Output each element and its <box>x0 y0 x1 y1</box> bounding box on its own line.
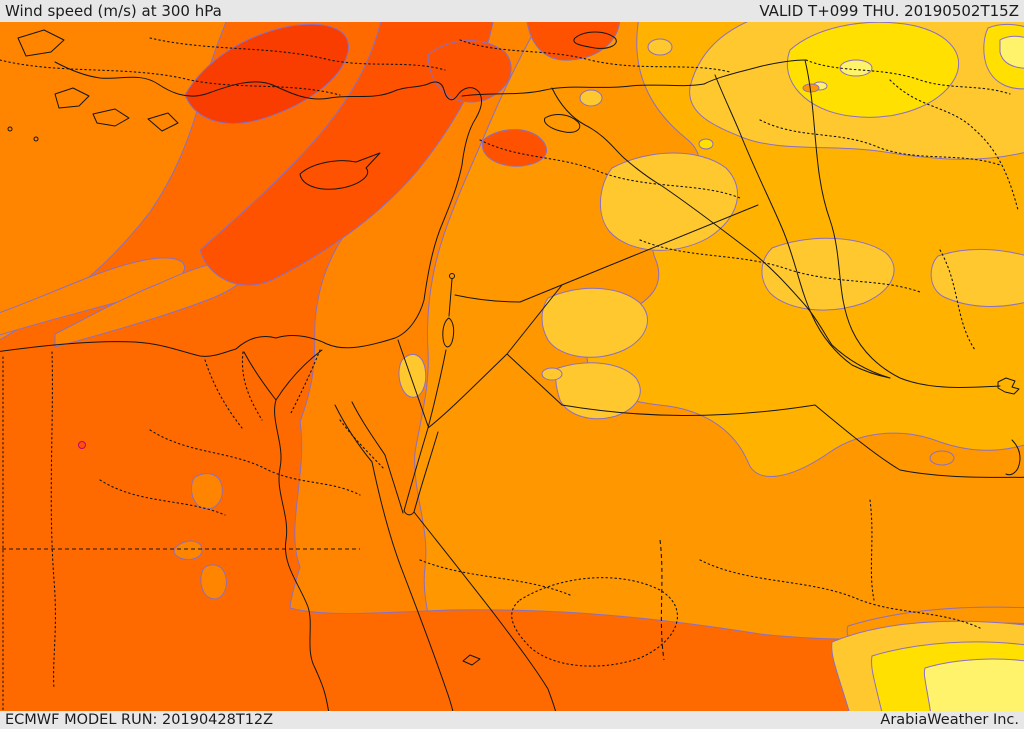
dotted-border <box>699 559 981 629</box>
nile-delta-branch <box>275 349 323 401</box>
aegean-island <box>33 136 39 142</box>
model-run-label: ECMWF MODEL RUN: 20190428T12Z <box>5 712 274 728</box>
wind-contour-ring-dot <box>78 441 86 449</box>
dotted-border <box>805 59 1011 95</box>
wind-region-nile-patch <box>191 474 222 509</box>
wind-speed-contour-map <box>0 22 1024 711</box>
wind-region-gold-sinai <box>399 354 426 397</box>
dotted-border <box>0 59 341 96</box>
dotted-border <box>289 349 321 416</box>
wadi-araba-line <box>427 349 447 429</box>
aegean-island <box>92 108 130 127</box>
wind-region-red-minimum <box>185 24 348 123</box>
dotted-border <box>99 479 226 516</box>
dotted-border <box>339 419 386 471</box>
syria-jordan-border <box>454 294 521 303</box>
wind-region-bright-corner-band <box>924 659 1024 711</box>
wind-region-dark-orange-core <box>0 22 1024 711</box>
cyprus-island <box>299 152 381 190</box>
red-sea-west-coast <box>371 461 454 711</box>
gulf-of-aqaba-east-coast <box>413 431 439 513</box>
dotted-border <box>479 139 741 199</box>
sea-of-galilee <box>449 273 455 279</box>
footer-bar: ECMWF MODEL RUN: 20190428T12Z ArabiaWeat… <box>0 711 1024 729</box>
jordan-river <box>448 278 453 317</box>
dotted-border <box>869 499 875 601</box>
weather-map <box>0 22 1024 711</box>
tigris-river <box>714 74 891 379</box>
wind-region-nile-patch <box>201 565 226 599</box>
wind-region-gold-iraq <box>762 238 894 310</box>
gulf-of-aqaba-west-coast <box>403 427 429 516</box>
dotted-border <box>149 37 446 71</box>
header-bar: Wind speed (m/s) at 300 hPa VALID T+099 … <box>0 0 1024 22</box>
dashed-border <box>659 539 665 661</box>
aegean-island <box>17 29 65 57</box>
dotted-border <box>759 119 1001 166</box>
country-borders <box>397 59 1024 478</box>
wind-region-gold-east-edge <box>931 249 1024 306</box>
dotted-border <box>511 577 678 667</box>
brand-label: ArabiaWeather Inc. <box>880 712 1019 728</box>
israel-egypt-border <box>397 339 429 427</box>
nile-river <box>274 399 330 711</box>
sinai-west-coast <box>351 401 404 514</box>
jordan-saudi-border <box>427 353 508 429</box>
administrative-dotted-borders <box>0 37 1019 711</box>
wind-speed-fill-regions <box>0 22 1024 711</box>
wind-region-gold-spot <box>648 39 672 55</box>
valid-time-label: VALID T+099 THU. 20190502T15Z <box>759 2 1019 20</box>
dotted-border <box>149 429 361 496</box>
dotted-border <box>204 359 243 429</box>
wind-region-gold-syria <box>600 153 737 250</box>
dotted-border <box>50 351 56 690</box>
wind-region-bright-top-corner <box>1000 36 1024 68</box>
map-title: Wind speed (m/s) at 300 hPa <box>5 2 222 20</box>
wind-contour-notch <box>930 451 954 465</box>
dotted-border <box>939 249 976 351</box>
wind-region-gold-spot <box>580 90 602 106</box>
nile-delta-branch <box>243 351 277 401</box>
wind-region-top-cap <box>526 22 620 60</box>
turkey-syria-border <box>461 59 806 97</box>
coastlines-and-rivers <box>0 29 1021 711</box>
euphrates-river <box>551 87 891 379</box>
syria-iraq-jordan-border <box>519 204 759 303</box>
wind-region-bright-maximum <box>840 60 872 76</box>
dotted-border <box>639 239 921 293</box>
red-sea-island <box>462 654 481 666</box>
wind-region-gold-jordan-south <box>556 363 640 419</box>
dotted-border <box>419 559 571 596</box>
dead-sea <box>442 317 455 348</box>
kuwait-coast <box>1005 439 1021 476</box>
aegean-island <box>7 126 13 132</box>
aegean-island <box>147 112 179 132</box>
wind-contour-orange-spot <box>803 84 819 92</box>
dotted-border <box>241 351 263 421</box>
mediterranean-coastline <box>0 61 483 357</box>
lake-assad <box>544 114 581 133</box>
dotted-border <box>889 79 1019 211</box>
aegean-island <box>54 87 90 109</box>
wind-region-nile-patch <box>174 541 202 559</box>
wind-region-levant-blob <box>482 130 546 167</box>
red-sea-east-coast <box>413 511 557 711</box>
ataturk-reservoir <box>573 31 617 49</box>
wind-region-wing-west <box>0 258 185 338</box>
wind-region-yellow-jet <box>787 22 958 117</box>
wind-region-yellow-spot <box>699 139 713 149</box>
shatt-al-arab-delta <box>997 377 1020 395</box>
wind-region-gold-spot <box>542 368 562 380</box>
dotted-border <box>459 39 731 73</box>
iran-iraq-border <box>804 59 1001 389</box>
iraq-saudi-border <box>561 404 1024 478</box>
wind-region-gold-jordan-north <box>542 288 647 357</box>
